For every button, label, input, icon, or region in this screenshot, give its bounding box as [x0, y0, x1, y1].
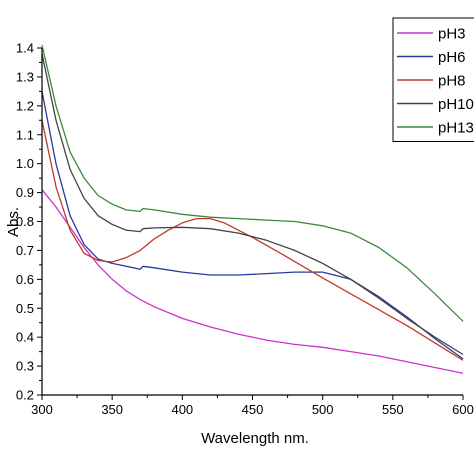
y-tick-label: 1.0	[16, 156, 34, 171]
x-tick-label: 450	[242, 402, 264, 417]
x-tick-label: 350	[101, 402, 123, 417]
y-tick-label: 1.1	[16, 127, 34, 142]
x-tick-label: 500	[312, 402, 334, 417]
legend-label-ph3: pH3	[438, 26, 466, 43]
legend-label-ph8: pH8	[438, 73, 466, 90]
y-tick-label: 0.2	[16, 388, 34, 403]
y-tick-label: 0.7	[16, 243, 34, 258]
y-tick-label: 1.2	[16, 98, 34, 113]
series-line-ph10	[41, 53, 464, 356]
y-tick-label: 0.8	[16, 214, 34, 229]
x-tick-label: 600	[452, 402, 474, 417]
y-axis-title: Abs.	[5, 207, 22, 237]
legend-label-ph13: pH13	[438, 120, 474, 137]
x-axis-title: Wavelength nm.	[201, 430, 309, 447]
y-tick-label: 1.4	[16, 41, 34, 56]
y-tick-label: 0.5	[16, 301, 34, 316]
legend: pH3 pH6 pH8 pH10 pH13	[392, 17, 474, 142]
series-line-ph6	[41, 91, 464, 360]
series-line-ph8	[41, 120, 464, 361]
legend-label-ph10: pH10	[438, 96, 474, 113]
series-line-ph3	[41, 189, 464, 374]
x-tick-label: 300	[31, 402, 53, 417]
legend-label-ph6: pH6	[438, 49, 466, 66]
series-line-ph13	[41, 44, 464, 322]
axes-layer: 300 350 400 450 500 550 600 0.2 0.3 0.4 0.5 0.6 0.7 0…	[16, 41, 474, 418]
y-tick-label: 0.3	[16, 359, 34, 374]
y-tick-label: 1.3	[16, 69, 34, 84]
y-tick-label: 0.4	[16, 330, 34, 345]
x-tick-label: 400	[171, 402, 193, 417]
series-layer	[41, 44, 464, 374]
y-tick-label: 0.6	[16, 272, 34, 287]
y-tick-label: 0.9	[16, 185, 34, 200]
x-tick-label: 550	[382, 402, 404, 417]
